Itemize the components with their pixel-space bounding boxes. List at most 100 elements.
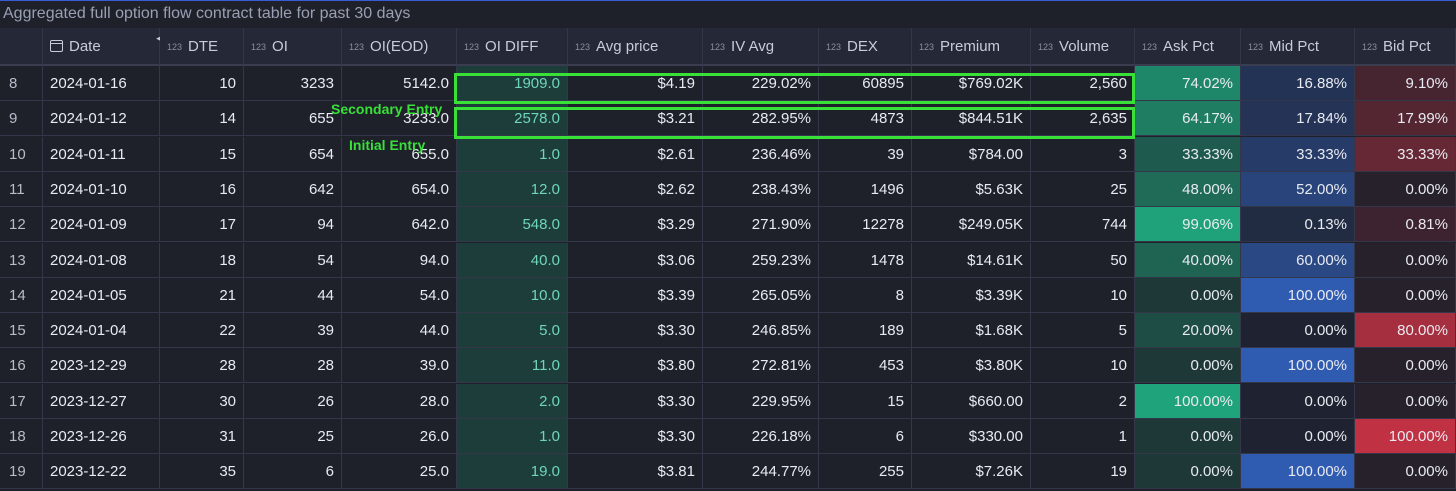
- table-row[interactable]: 19 2023-12-22 35 6 25.0 19.0 $3.81 244.77% 255 $7…: [0, 454, 1456, 490]
- cell-date: 2024-01-08: [43, 242, 160, 278]
- table-row[interactable]: 13 2024-01-08 18 54 94.0 40.0 $3.06 259.23% 1478…: [0, 242, 1456, 278]
- cell-volume: 744: [1031, 207, 1135, 243]
- cell-dte: 21: [160, 277, 244, 313]
- cell-oi: 44: [244, 277, 342, 313]
- cell-ask-pct: 0.00%: [1135, 277, 1241, 313]
- cell-mid-pct: 60.00%: [1241, 242, 1355, 278]
- cell-premium: $769.02K: [912, 66, 1031, 101]
- cell-oi: 94: [244, 207, 342, 243]
- column-header-label: Avg price: [596, 38, 659, 55]
- header-index-cell: [0, 28, 43, 66]
- cell-dex: 15: [819, 383, 912, 419]
- cell-volume: 10: [1031, 348, 1135, 384]
- cell-oi-diff: 5.0: [457, 313, 568, 349]
- cell-avg-price: $3.30: [568, 383, 703, 419]
- column-header-label: Date: [69, 38, 101, 55]
- table-row[interactable]: 8 2024-01-16 10 3233 5142.0 1909.0 $4.19 229.02…: [0, 66, 1456, 101]
- numeric-type-icon: 123: [464, 42, 480, 53]
- column-header-label: DTE: [188, 38, 219, 55]
- column-header-label: IV Avg: [731, 38, 775, 55]
- cell-avg-price: $3.39: [568, 277, 703, 313]
- column-header-date[interactable]: Date◀▶: [43, 28, 168, 66]
- cell-premium: $249.05K: [912, 207, 1031, 243]
- calendar-icon: [50, 40, 63, 52]
- column-header-dte[interactable]: 123 DTE: [160, 28, 244, 66]
- cell-oi-diff: 12.0: [457, 171, 568, 207]
- cell-mid-pct: 33.33%: [1241, 136, 1355, 172]
- numeric-type-icon: 123: [826, 42, 842, 53]
- cell-volume: 3: [1031, 136, 1135, 172]
- cell-volume: 19: [1031, 454, 1135, 490]
- cell-premium: $1.68K: [912, 313, 1031, 349]
- table-row[interactable]: 16 2023-12-29 28 28 39.0 11.0 $3.80 272.81% 453 $…: [0, 348, 1456, 384]
- table-row[interactable]: 12 2024-01-09 17 94 642.0 548.0 $3.29 271.90% 12…: [0, 207, 1456, 243]
- cell-dex: 6: [819, 419, 912, 454]
- cell-bid-pct: 0.00%: [1355, 383, 1456, 419]
- table-row[interactable]: 10 2024-01-11 15 654 655.0 1.0 $2.61 236.46% 39 $…: [0, 136, 1456, 172]
- cell-oi: 39: [244, 313, 342, 349]
- column-header-oi_diff[interactable]: 123 OI DIFF: [457, 28, 568, 66]
- cell-premium: $330.00: [912, 419, 1031, 454]
- table-row[interactable]: 17 2023-12-27 30 26 28.0 2.0 $3.30 229.95% 15 $66…: [0, 383, 1456, 419]
- cell-iv-avg: 238.43%: [703, 171, 819, 207]
- cell-oi: 3233: [244, 66, 342, 101]
- table-row[interactable]: 18 2023-12-26 31 25 26.0 1.0 $3.30 226.18% 6 $330…: [0, 419, 1456, 454]
- column-header-oi_eod[interactable]: 123 OI(EOD): [342, 28, 457, 66]
- cell-dex: 60895: [819, 66, 912, 101]
- cell-dex: 1496: [819, 171, 912, 207]
- cell-oi-eod: 26.0: [342, 419, 457, 454]
- cell-iv-avg: 246.85%: [703, 313, 819, 349]
- table-row[interactable]: 11 2024-01-10 16 642 654.0 12.0 $2.62 238.43% 14…: [0, 171, 1456, 207]
- cell-dte: 16: [160, 171, 244, 207]
- row-index: 10: [0, 136, 43, 172]
- cell-iv-avg: 259.23%: [703, 242, 819, 278]
- column-header-oi[interactable]: 123 OI: [244, 28, 342, 66]
- column-header-avg_price[interactable]: 123 Avg price: [568, 28, 703, 66]
- cell-dex: 255: [819, 454, 912, 490]
- cell-iv-avg: 244.77%: [703, 454, 819, 490]
- column-header-premium[interactable]: 123 Premium: [912, 28, 1031, 66]
- column-header-ask_pct[interactable]: 123 Ask Pct: [1135, 28, 1241, 66]
- cell-oi-diff: 40.0: [457, 242, 568, 278]
- table-row[interactable]: 14 2024-01-05 21 44 54.0 10.0 $3.39 265.05% 8 $3.…: [0, 277, 1456, 313]
- secondary-entry-annotation: Secondary Entry: [331, 101, 443, 117]
- column-header-bid_pct[interactable]: 123 Bid Pct: [1355, 28, 1456, 66]
- cell-oi-diff: 1.0: [457, 419, 568, 454]
- row-index: 8: [0, 66, 43, 101]
- column-header-label: OI: [272, 38, 288, 55]
- cell-iv-avg: 226.18%: [703, 419, 819, 454]
- column-header-dex[interactable]: 123 DEX: [819, 28, 912, 66]
- cell-mid-pct: 52.00%: [1241, 171, 1355, 207]
- cell-mid-pct: 100.00%: [1241, 348, 1355, 384]
- cell-dte: 28: [160, 348, 244, 384]
- cell-ask-pct: 0.00%: [1135, 454, 1241, 490]
- highlight-row-8: [454, 73, 1135, 104]
- column-header-mid_pct[interactable]: 123 Mid Pct: [1241, 28, 1355, 66]
- column-header-volume[interactable]: 123 Volume: [1031, 28, 1135, 66]
- cell-ask-pct: 0.00%: [1135, 419, 1241, 454]
- row-index: 11: [0, 171, 43, 207]
- cell-premium: $3.80K: [912, 348, 1031, 384]
- cell-avg-price: $4.19: [568, 66, 703, 101]
- cell-dte: 18: [160, 242, 244, 278]
- table-row[interactable]: 15 2024-01-04 22 39 44.0 5.0 $3.30 246.85% 189 $1…: [0, 313, 1456, 349]
- numeric-type-icon: 123: [1362, 42, 1378, 53]
- numeric-type-icon: 123: [349, 42, 365, 53]
- cell-mid-pct: 0.00%: [1241, 313, 1355, 349]
- cell-avg-price: $2.61: [568, 136, 703, 172]
- column-header-iv_avg[interactable]: 123 IV Avg: [703, 28, 819, 66]
- cell-date: 2024-01-09: [43, 207, 160, 243]
- cell-volume: 5: [1031, 313, 1135, 349]
- row-index: 9: [0, 101, 43, 137]
- cell-dex: 1478: [819, 242, 912, 278]
- cell-volume: 50: [1031, 242, 1135, 278]
- cell-dte: 14: [160, 101, 244, 137]
- cell-oi-eod: 5142.0: [342, 66, 457, 101]
- cell-oi: 26: [244, 383, 342, 419]
- cell-avg-price: $3.21: [568, 101, 703, 137]
- cell-oi: 654: [244, 136, 342, 172]
- cell-premium: $7.26K: [912, 454, 1031, 490]
- cell-premium: $844.51K: [912, 101, 1031, 137]
- column-header-label: Ask Pct: [1163, 38, 1214, 55]
- cell-ask-pct: 20.00%: [1135, 313, 1241, 349]
